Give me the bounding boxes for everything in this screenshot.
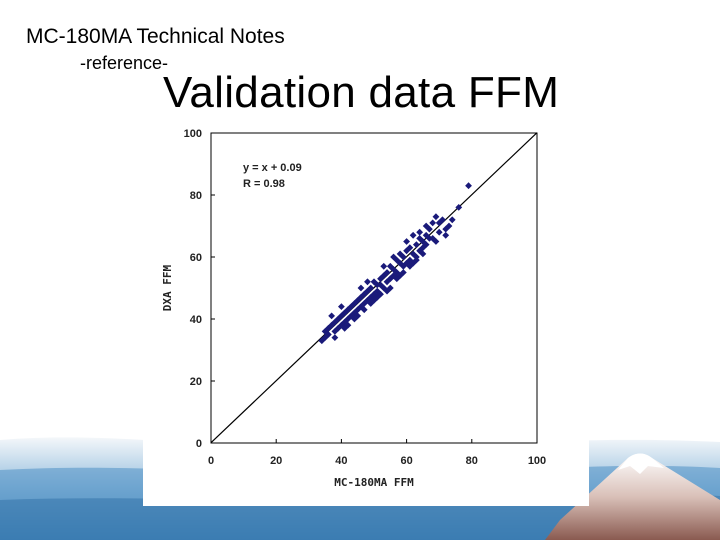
data-point (351, 315, 358, 323)
data-point (435, 219, 443, 227)
y-tick-label: 60 (190, 252, 202, 264)
data-point (321, 328, 329, 335)
data-point (422, 231, 430, 239)
data-point (357, 293, 365, 301)
x-tick-label: 20 (270, 455, 282, 467)
data-point (334, 324, 342, 332)
data-point (455, 204, 463, 211)
data-point (328, 312, 336, 320)
data-point (432, 238, 440, 245)
data-point (465, 182, 472, 190)
y-tick-label: 40 (190, 314, 202, 326)
data-point (341, 324, 349, 332)
data-point (403, 247, 410, 255)
data-point (429, 235, 437, 242)
regression-equation: y = x + 0.09 (243, 162, 302, 174)
header-subtitle: -reference- (80, 53, 169, 73)
data-point (357, 284, 365, 292)
data-point (409, 259, 417, 267)
x-tick-label: 0 (208, 455, 214, 467)
data-point (370, 297, 378, 304)
data-point (442, 225, 450, 233)
data-point (396, 250, 404, 258)
x-tick-label: 100 (528, 455, 546, 467)
data-point (338, 303, 345, 310)
x-tick-label: 60 (400, 455, 412, 467)
data-point (393, 275, 401, 283)
data-point (334, 315, 342, 323)
data-point (331, 334, 339, 341)
data-point (383, 287, 391, 295)
mountain-peak (545, 453, 720, 540)
data-point (409, 231, 417, 239)
data-point (426, 225, 433, 233)
y-tick-label: 80 (190, 190, 202, 202)
slide-title: Validation data FFM (163, 68, 560, 117)
data-point (432, 213, 440, 221)
data-point (442, 231, 450, 239)
x-tick-label: 80 (466, 455, 478, 467)
data-point (383, 278, 391, 286)
scatter-chart: 0 20 40 60 80 100 0 20 40 60 80 100 MC-180MA FFM DXA… (161, 128, 546, 489)
correlation-coefficient: R = 0.98 (243, 178, 285, 190)
data-point (416, 235, 424, 242)
data-point (331, 328, 339, 335)
regression-line (210, 132, 538, 444)
data-point (364, 278, 371, 286)
chart-panel: 0 20 40 60 80 100 0 20 40 60 80 100 MC-180MA FFM DXA… (143, 114, 589, 506)
plot-frame (210, 132, 538, 444)
data-point (412, 256, 420, 264)
data-point (435, 228, 443, 236)
data-point (448, 216, 456, 224)
data-point (331, 318, 339, 326)
y-tick-label: 100 (184, 128, 202, 140)
y-axis-label: DXA FFM (161, 264, 174, 311)
x-axis-label: MC-180MA FFM (334, 476, 414, 489)
data-point (416, 228, 424, 236)
data-point (386, 262, 394, 270)
data-point (380, 262, 388, 270)
data-point (429, 219, 437, 227)
data-point (419, 250, 427, 258)
data-point (403, 238, 410, 245)
y-tick-label: 20 (190, 376, 202, 388)
header-title: MC-180MA Technical Notes (26, 25, 285, 48)
data-point (390, 253, 397, 261)
data-point (377, 275, 384, 283)
data-point (360, 306, 368, 314)
data-point (351, 300, 358, 307)
data-point (406, 262, 414, 270)
data-point (399, 269, 407, 276)
x-tick-label: 40 (335, 455, 347, 467)
data-point (318, 337, 326, 345)
y-tick-label: 0 (196, 438, 202, 450)
data-point (412, 241, 420, 248)
data-point (409, 250, 417, 258)
data-point (377, 290, 384, 298)
data-point (422, 222, 430, 230)
